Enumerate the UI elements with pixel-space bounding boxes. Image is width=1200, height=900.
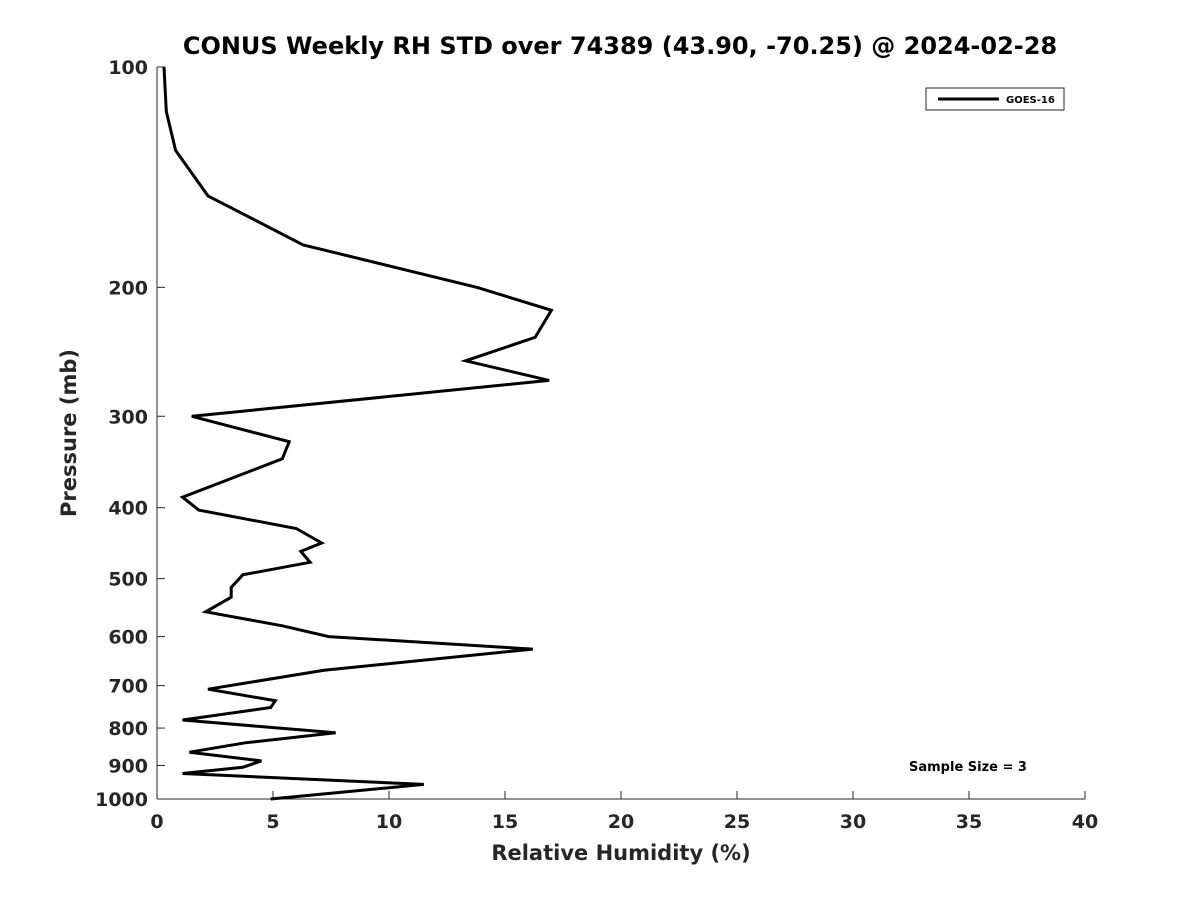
x-tick-label: 10 [376, 811, 402, 833]
y-tick-label: 200 [108, 277, 148, 299]
x-tick-label: 30 [840, 811, 866, 833]
y-tick-label: 500 [108, 569, 148, 591]
y-axis-label: Pressure (mb) [57, 349, 81, 517]
y-tick-label: 400 [108, 498, 148, 520]
y-ticks: 100 200 300 400 500 600 700 800 900 1000 [95, 57, 165, 811]
x-tick-label: 15 [492, 811, 518, 833]
y-tick-label: 1000 [95, 789, 148, 811]
y-tick-label: 300 [108, 406, 148, 428]
chart-title: CONUS Weekly RH STD over 74389 (43.90, -… [183, 32, 1057, 60]
x-ticks: 0 5 10 15 20 25 30 35 40 [150, 791, 1098, 833]
y-tick-label: 100 [108, 57, 148, 79]
sample-size-annotation: Sample Size = 3 [909, 760, 1027, 775]
legend-label-goes-16: GOES-16 [1006, 95, 1055, 106]
x-axis-label: Relative Humidity (%) [491, 841, 750, 865]
x-tick-label: 5 [266, 811, 279, 833]
y-tick-label: 600 [108, 627, 148, 649]
y-tick-label: 700 [108, 676, 148, 698]
series-layer [162, 66, 554, 801]
y-tick-label: 900 [108, 756, 148, 778]
series-line-goes-16 [162, 66, 554, 801]
x-tick-label: 20 [608, 811, 634, 833]
y-tick-label: 800 [108, 718, 148, 740]
x-tick-label: 0 [150, 811, 163, 833]
x-tick-label: 25 [724, 811, 750, 833]
legend: GOES-16 [925, 87, 1065, 111]
x-tick-label: 40 [1072, 811, 1098, 833]
x-tick-label: 35 [956, 811, 982, 833]
